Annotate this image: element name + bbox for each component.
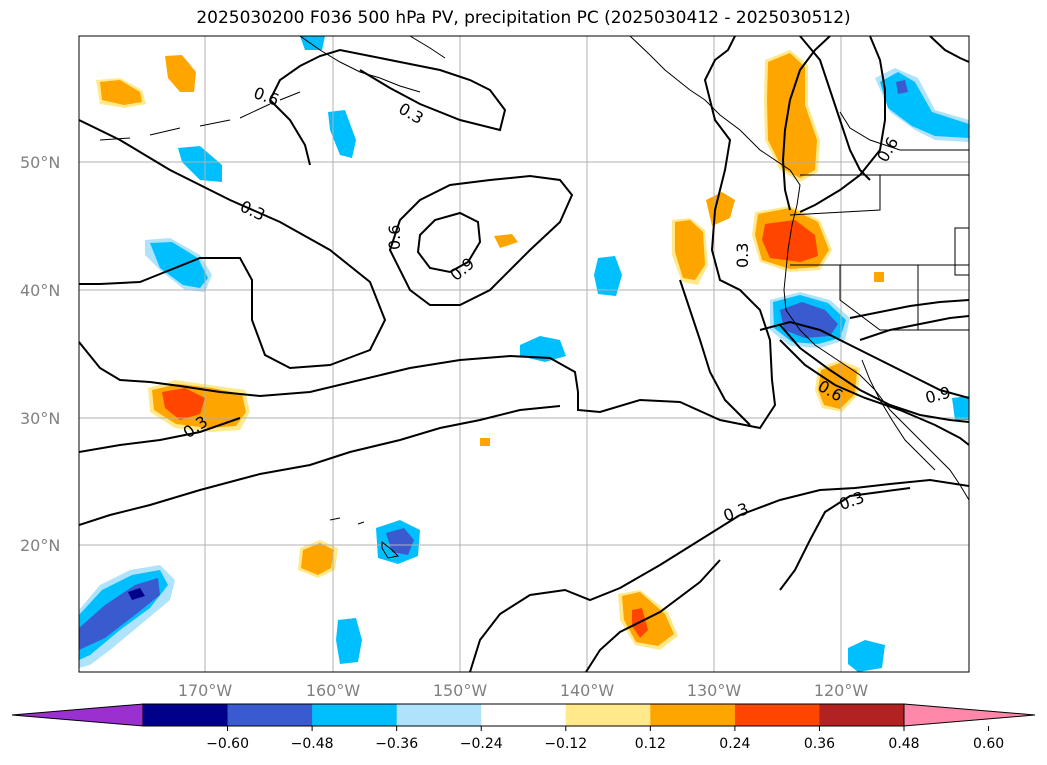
pv-contour [859, 315, 969, 341]
pv-contour [79, 36, 777, 430]
state-border [839, 111, 969, 151]
colorbar-segment [481, 704, 567, 726]
colorbar-segment [565, 704, 651, 726]
colorbar-segment [143, 704, 229, 726]
pv-contour [679, 279, 751, 426]
lon-label: 140°W [560, 681, 615, 700]
pv-contour [269, 99, 311, 166]
latitude-labels: 50°N 40°N 30°N 20°N [20, 153, 60, 555]
precip-neg-blob [386, 528, 414, 555]
precip-neg-blob [300, 36, 325, 50]
pv-contour [79, 119, 387, 370]
contour-label: 0.6 [385, 225, 404, 250]
colorbar-extend-min [11, 703, 144, 727]
precip-neg-blob [594, 256, 622, 296]
colorbar-extend-max [903, 703, 1036, 727]
colorbar-tick-label: −0.12 [544, 736, 587, 752]
colorbar-tick-label: −0.24 [460, 736, 503, 752]
pv-contour [781, 36, 831, 211]
precip-pos-blob [162, 388, 205, 420]
pv-contours [79, 36, 969, 672]
colorbar-tick-label: −0.60 [206, 736, 249, 752]
precip-pos-blob [301, 543, 334, 575]
map-frame [78, 35, 970, 673]
colorbar-tick-label: 0.48 [888, 736, 919, 752]
longitude-labels: 170°W 160°W 150°W 140°W 130°W 120°W [178, 681, 869, 700]
colorbar-segment [650, 704, 736, 726]
pv-contour [799, 36, 871, 181]
precip-neg-blob [896, 80, 908, 94]
hawaii-islands [329, 517, 400, 559]
colorbar-tick-label: 0.12 [635, 736, 666, 752]
coastlines [99, 36, 969, 559]
north-america-coast [629, 36, 969, 501]
colorbar-segment [734, 704, 820, 726]
pv-contour [779, 339, 969, 446]
pv-contour [469, 478, 969, 672]
colorbar-frame [142, 703, 905, 727]
pv-contour [79, 405, 561, 526]
pv-contour [79, 417, 241, 453]
pv-contour [759, 320, 969, 399]
pv-contour [779, 487, 911, 591]
lat-label: 30°N [20, 409, 60, 428]
precip-pos-blob [165, 55, 196, 92]
lat-label: 20°N [20, 536, 60, 555]
colorbar-tick-label: 0.24 [719, 736, 750, 752]
colorbar-tick-label: 0.36 [804, 736, 835, 752]
colorbar-segment [227, 704, 313, 726]
pv-contour [849, 299, 969, 319]
precip-neg-blob [328, 110, 356, 158]
precip-neg-blob [848, 640, 885, 672]
lon-label: 170°W [178, 681, 233, 700]
lon-label: 150°W [433, 681, 488, 700]
precip-pos-blob [480, 438, 490, 446]
colorbar-segment [819, 704, 905, 726]
precip-pos-blob [762, 220, 818, 262]
pv-contour [779, 324, 969, 423]
precip-pos-blob [675, 220, 705, 280]
state-border [954, 227, 969, 276]
aleutian-islands [99, 91, 301, 141]
colorbar-segment [396, 704, 482, 726]
colorbar-tick-label: −0.48 [291, 736, 334, 752]
lat-label: 50°N [20, 153, 60, 172]
precip-neg-blob [336, 618, 362, 664]
precip-neg-blob [952, 396, 969, 420]
state-border [789, 175, 881, 216]
colorbar-segment [312, 704, 398, 726]
colorbar-tick-label: 0.60 [973, 736, 1004, 752]
precip-shading [79, 36, 969, 672]
colorbar: −0.60 −0.48 −0.36 −0.24 −0.12 0.12 0.24 0.36 0.4… [11, 703, 1036, 752]
map-title: 2025030200 F036 500 hPa PV, precipitatio… [196, 8, 851, 28]
precip-pos-blob [494, 234, 518, 248]
pv-contour [388, 174, 574, 306]
lon-label: 160°W [306, 681, 361, 700]
pv-contour [585, 559, 721, 672]
precip-neg-blob [780, 302, 838, 338]
lon-label: 130°W [687, 681, 742, 700]
precip-pos-blob [874, 272, 884, 282]
lon-label: 120°W [814, 681, 869, 700]
pv-contour [416, 211, 482, 274]
precip-pos-blob [100, 80, 142, 105]
lat-label: 40°N [20, 281, 60, 300]
alaska-coast [299, 36, 446, 93]
pv-contour [269, 48, 507, 132]
pv-contour [929, 36, 969, 63]
contour-label: 0.3 [733, 243, 752, 268]
precip-pos-blob [706, 192, 735, 226]
colorbar-tick-label: −0.36 [375, 736, 418, 752]
precip-neg-blob [128, 588, 145, 600]
pv-contour [799, 36, 886, 213]
map-panel: 0.6 0.3 0.3 0.6 0.9 0.3 0.3 0.6 0.9 0.3 … [79, 36, 969, 672]
precip-neg-blob [178, 146, 222, 182]
precip-neg-blob [150, 242, 208, 288]
precip-pos-blob [767, 53, 817, 178]
precip-neg-blob [520, 336, 566, 362]
baja-california-coast [861, 359, 936, 471]
